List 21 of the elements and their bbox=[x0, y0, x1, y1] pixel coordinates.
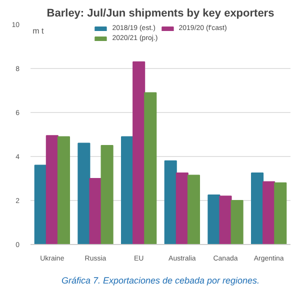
y-axis-title: m t bbox=[32, 26, 45, 36]
bar bbox=[34, 164, 47, 244]
bar bbox=[176, 172, 188, 244]
text: Gráfica 7. Exportaciones de cebada por regiones. bbox=[61, 276, 260, 286]
bar bbox=[219, 196, 232, 244]
bar bbox=[100, 145, 114, 244]
bar bbox=[262, 181, 276, 244]
bar bbox=[164, 160, 177, 244]
bar bbox=[121, 136, 134, 244]
bar bbox=[46, 135, 58, 244]
bar bbox=[132, 61, 146, 244]
bar bbox=[144, 92, 157, 244]
bar bbox=[57, 136, 70, 244]
chart-title: Barley: Jul/Jun shipments by key exporters bbox=[46, 8, 274, 20]
bar bbox=[89, 178, 102, 244]
bar bbox=[274, 182, 287, 244]
bar bbox=[78, 142, 90, 244]
bar bbox=[208, 194, 220, 244]
bar bbox=[251, 172, 264, 244]
bar bbox=[230, 200, 244, 244]
bar bbox=[187, 174, 200, 244]
